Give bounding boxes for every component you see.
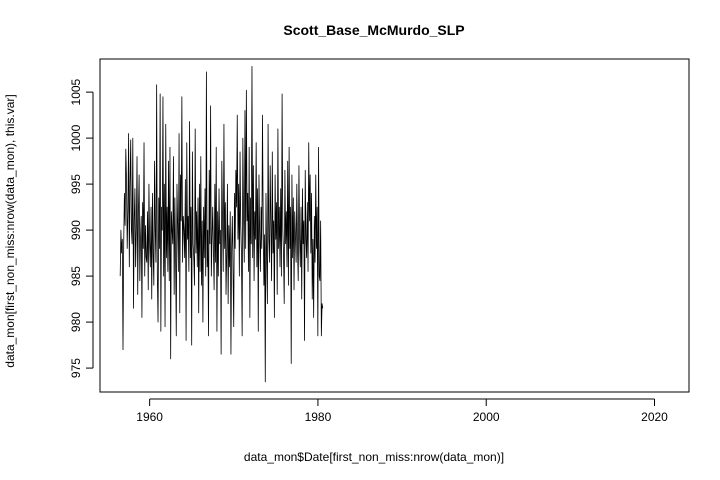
y-tick-label: 980 <box>69 312 83 332</box>
y-tick-label: 990 <box>69 220 83 240</box>
x-tick-label: 2020 <box>641 410 668 424</box>
series-line-group <box>119 65 324 383</box>
plot-frame <box>99 58 690 393</box>
x-axis-label: data_mon$Date[first_non_miss:nrow(data_m… <box>244 450 504 464</box>
y-tick-label: 985 <box>69 266 83 286</box>
x-tick-label: 2000 <box>473 410 500 424</box>
y-axis: 975 980 985 990 995 1000 1005 <box>69 78 94 378</box>
y-tick-label: 995 <box>69 174 83 194</box>
x-tick-label: 1980 <box>305 410 332 424</box>
y-tick-label: 1000 <box>69 124 83 151</box>
series-line <box>119 65 324 383</box>
x-axis: 1960 1980 2000 2020 <box>136 398 668 424</box>
y-tick-label: 975 <box>69 358 83 378</box>
y-tick-label: 1005 <box>69 78 83 105</box>
chart-title: Scott_Base_McMurdo_SLP <box>283 22 464 38</box>
x-tick-label: 1960 <box>136 410 163 424</box>
y-axis-label: data_mon[first_non_miss:nrow(data_mon), … <box>3 94 17 367</box>
